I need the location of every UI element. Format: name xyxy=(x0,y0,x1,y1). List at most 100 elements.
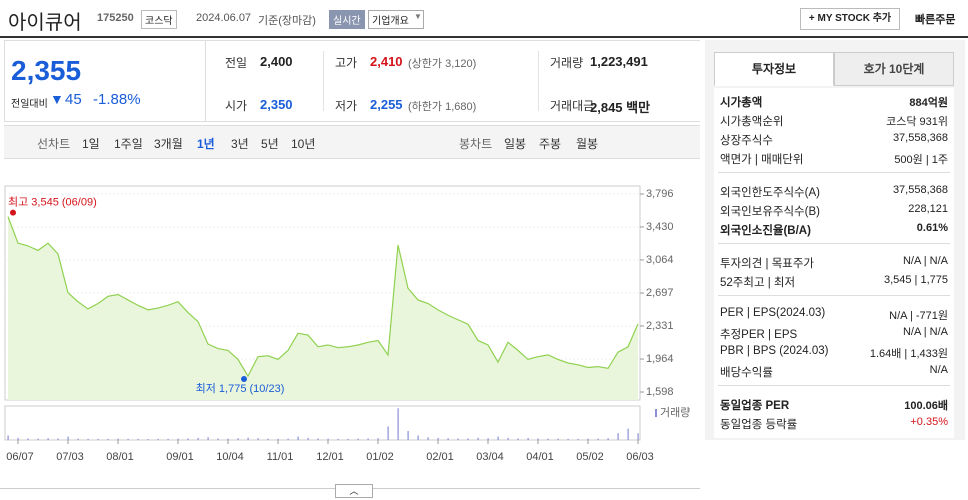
collapse-button[interactable]: ︿ xyxy=(335,484,373,498)
period-tab[interactable]: 10년 xyxy=(291,137,316,151)
volume-bar xyxy=(537,438,539,440)
info-label: 외국인한도주식수(A) xyxy=(720,187,820,199)
volume-bar xyxy=(197,437,199,440)
volume-bar xyxy=(47,438,49,440)
change-pct: -1.88% xyxy=(93,91,141,108)
y-tick-label: 3,430 xyxy=(646,221,674,233)
y-tick-label: 1,964 xyxy=(646,353,674,365)
my-stock-button[interactable]: + MY STOCK 추가 xyxy=(800,8,900,30)
info-label: 동일업종 PER xyxy=(720,400,790,412)
y-tick-label: 3,796 xyxy=(646,188,674,200)
candle-tab[interactable]: 월봉 xyxy=(576,137,599,151)
summary-note: (하한가 1,680) xyxy=(408,101,477,113)
x-tick-label: 12/01 xyxy=(316,451,344,463)
volume-bar xyxy=(497,436,499,440)
volume-bar xyxy=(417,435,419,440)
volume-bar xyxy=(347,438,349,440)
info-label: 투자의견 | 목표주가 xyxy=(720,258,815,270)
change-label: 전일대비 xyxy=(11,99,48,110)
chart: 3,796 3,430 3,064 2,697 2,331 1,964 1,598 최고 3,… xyxy=(4,185,690,463)
summary-value: 1,223,491 xyxy=(590,54,648,69)
info-label: 시가총액 xyxy=(720,97,763,109)
down-arrow: ▼ xyxy=(50,91,64,107)
summary-value: 2,845 백만 xyxy=(590,100,651,115)
volume-bar xyxy=(277,438,279,440)
volume-bar xyxy=(327,438,329,440)
x-tick-label: 04/01 xyxy=(526,451,554,463)
quote-box: 2,355 전일대비 ▼ 45 -1.88% xyxy=(4,40,206,122)
x-tick-label: 10/04 xyxy=(216,451,244,463)
market-badge: 코스닥 xyxy=(141,10,177,29)
period-tab[interactable]: 1년 xyxy=(197,137,215,151)
x-tick-label: 07/03 xyxy=(56,451,84,463)
volume-bar xyxy=(617,433,619,440)
y-tick-label: 2,331 xyxy=(646,320,674,332)
volume-bar xyxy=(457,438,459,440)
change: 45 xyxy=(65,91,82,108)
separator xyxy=(718,385,950,386)
summary-label: 고가 xyxy=(335,56,358,70)
volume-bar xyxy=(357,438,359,440)
low-marker xyxy=(241,376,247,383)
realtime-badge[interactable]: 실시간 xyxy=(329,10,365,29)
volume-bar xyxy=(297,436,299,440)
period-tab[interactable]: 3년 xyxy=(231,137,249,151)
x-tick-label: 05/02 xyxy=(576,451,604,463)
info-label: 시가총액순위 xyxy=(720,116,784,128)
period-tab[interactable]: 1일 xyxy=(82,137,100,151)
volume-bar xyxy=(157,438,159,440)
volume-bar xyxy=(217,438,219,440)
volume-bar xyxy=(637,433,639,440)
info-value: 228,121 xyxy=(908,203,948,215)
volume-bar xyxy=(247,437,249,440)
candle-tab[interactable]: 일봉 xyxy=(504,137,527,151)
panel-tab[interactable]: 투자정보 xyxy=(714,52,834,86)
info-value: 37,558,368 xyxy=(892,132,948,144)
x-tick-label: 09/01 xyxy=(166,451,194,463)
volume-bar xyxy=(507,437,509,440)
info-label: 동일업종 등락률 xyxy=(720,419,798,431)
volume-bar xyxy=(317,438,319,440)
panel-tab[interactable]: 호가 10단계 xyxy=(834,52,954,86)
summary-label: 전일 xyxy=(225,56,248,70)
volume-bar xyxy=(67,436,69,440)
info-value: 3,545 | 1,775 xyxy=(883,274,948,286)
volume-bar xyxy=(227,438,229,440)
volume-bar xyxy=(597,438,599,440)
volume-bar xyxy=(147,439,149,440)
volume-bar xyxy=(377,438,379,440)
period-tab[interactable]: 1주일 xyxy=(114,137,143,151)
volume-bar xyxy=(517,438,519,440)
separator xyxy=(538,51,539,111)
summary-value: 2,255 xyxy=(370,97,403,112)
separator xyxy=(718,243,950,244)
stock-name: 아이큐어 xyxy=(8,12,82,34)
low-label: 최저 1,775 (10/23) xyxy=(196,382,285,395)
overview-button[interactable]: 기업개요 xyxy=(368,10,424,29)
volume-bar xyxy=(207,437,209,440)
volume-bar xyxy=(27,438,29,440)
volume-bar xyxy=(567,438,569,440)
stock-code: 175250 xyxy=(97,12,134,24)
volume-bar xyxy=(487,438,489,440)
period-tab[interactable]: 5년 xyxy=(261,137,279,151)
info-value: +0.35% xyxy=(910,416,948,428)
date: 2024.06.07 xyxy=(196,12,252,24)
summary-value: 2,400 xyxy=(260,54,293,69)
volume-bar xyxy=(627,428,629,440)
volume-bar xyxy=(527,437,529,440)
header: 아이큐어 175250 코스닥 2024.06.07 기준(장마감) 실시간 기… xyxy=(0,0,968,38)
volume-bar xyxy=(17,437,19,440)
candle-tab[interactable]: 주봉 xyxy=(539,137,562,151)
info-value: 37,558,368 xyxy=(892,184,948,196)
quick-order[interactable]: 빠른주문 xyxy=(915,14,956,26)
volume-bar xyxy=(447,438,449,440)
period-tab[interactable]: 3개월 xyxy=(154,137,183,151)
info-value: 500원 | 1주 xyxy=(894,154,948,166)
separator xyxy=(718,295,950,296)
info-label: 52주최고 | 최저 xyxy=(720,277,796,289)
info-label: 외국인소진율(B/A) xyxy=(720,225,811,237)
basis: 기준(장마감) xyxy=(258,15,316,27)
volume-bar xyxy=(137,438,139,440)
volume-bar xyxy=(557,438,559,440)
